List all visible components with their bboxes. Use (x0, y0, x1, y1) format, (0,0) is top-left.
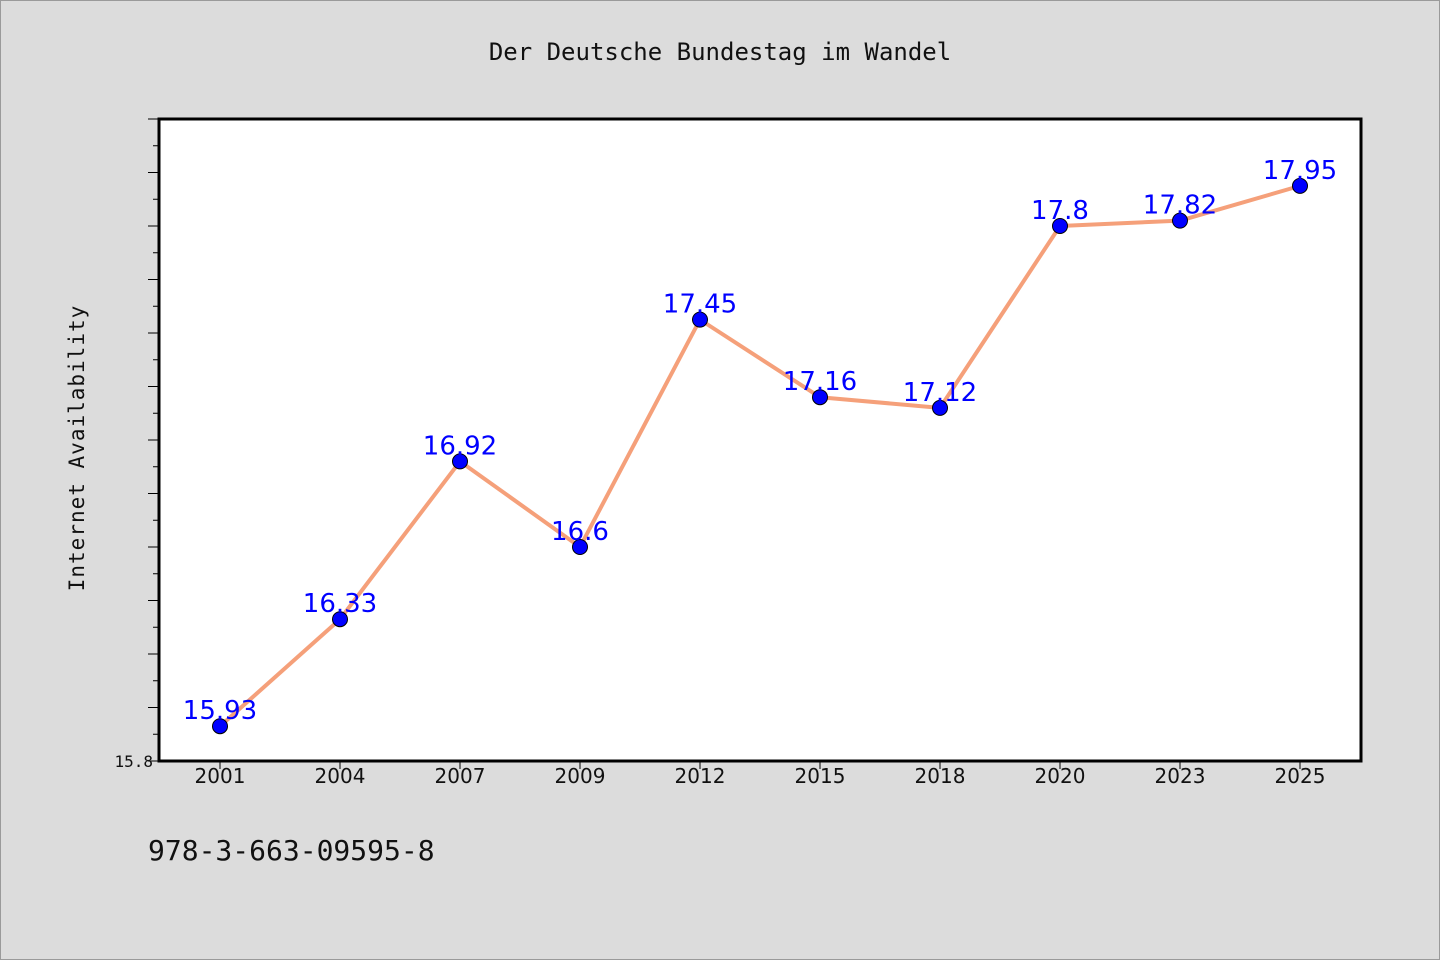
data-point (572, 539, 588, 555)
data-point (332, 611, 348, 628)
data-point (452, 453, 468, 470)
data-point (212, 718, 228, 735)
x-tick-label: 2009 (555, 764, 606, 788)
x-tick-label: 2012 (675, 764, 726, 788)
data-point (932, 399, 948, 416)
x-tick-label: 2025 (1275, 764, 1326, 788)
data-label: 16.33 (303, 589, 377, 619)
chart-title: Der Deutsche Bundestag im Wandel (489, 38, 951, 66)
x-tick-label: 2007 (435, 764, 486, 788)
x-tick-label: 2020 (1035, 764, 1086, 788)
data-label: 17.16 (783, 367, 857, 397)
y-axis-ticks: 15.8 (114, 118, 159, 771)
x-tick-label: 2023 (1155, 764, 1206, 788)
data-point (1052, 218, 1068, 234)
x-tick-label: 2018 (915, 764, 966, 788)
data-point (1292, 177, 1308, 194)
x-tick-label: 2004 (315, 764, 366, 788)
series-layer (212, 177, 1308, 735)
data-label: 17.82 (1143, 191, 1217, 221)
x-axis-ticks: 2001 2004 2007 2009 2012 2015 2018 2020 2023 2025 (195, 761, 1326, 788)
data-label: 17.95 (1263, 156, 1337, 186)
data-label: 15.93 (183, 696, 257, 726)
data-label: 16.92 (423, 431, 497, 461)
x-tick-label: 2001 (195, 764, 246, 788)
series-line (218, 183, 1302, 729)
data-label: 17.12 (903, 378, 977, 408)
x-tick-label: 2015 (795, 764, 846, 788)
data-labels: 15.93 16.33 16.92 16.6 17.45 17.16 17.12 17.8 17… (183, 156, 1337, 726)
data-label: 16.6 (551, 517, 609, 547)
y-axis-label: Internet Availability (65, 305, 89, 592)
plot-area (157, 117, 1363, 763)
isbn-code: 978-3-663-09595-8 (148, 834, 435, 867)
data-point (1172, 212, 1188, 229)
y-tick-label: 15.8 (114, 752, 153, 771)
data-point (812, 389, 828, 406)
data-point (692, 311, 708, 328)
data-label: 17.8 (1031, 196, 1089, 226)
data-label: 17.45 (663, 290, 737, 320)
